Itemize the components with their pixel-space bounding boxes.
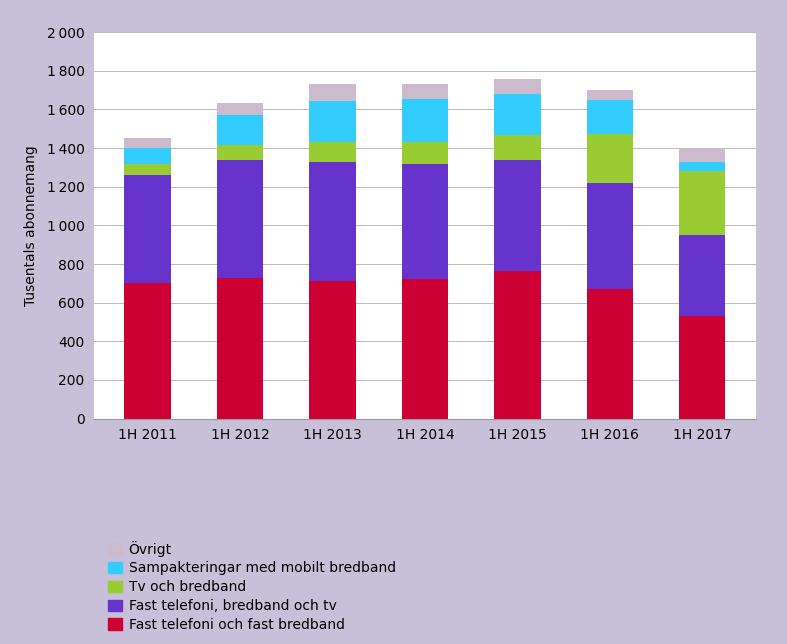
Bar <box>679 235 726 316</box>
Bar <box>124 175 171 283</box>
Bar <box>679 171 726 235</box>
Bar <box>124 164 171 175</box>
Bar <box>217 103 263 115</box>
Bar <box>309 84 356 101</box>
Bar <box>217 146 263 160</box>
Bar <box>587 134 633 183</box>
Bar <box>679 148 726 162</box>
Bar <box>587 289 633 419</box>
Y-axis label: Tusentals abonnemang: Tusentals abonnemang <box>24 145 39 306</box>
Bar <box>217 278 263 419</box>
Bar <box>494 135 541 160</box>
Bar <box>679 316 726 419</box>
Legend: Övrigt, Sampakteringar med mobilt bredband, Tv och bredband, Fast telefoni, bred: Övrigt, Sampakteringar med mobilt bredba… <box>102 535 401 638</box>
Bar <box>309 101 356 142</box>
Bar <box>217 160 263 278</box>
Bar <box>402 279 448 419</box>
Bar <box>124 283 171 419</box>
Bar <box>402 99 448 142</box>
Bar <box>679 162 726 171</box>
Bar <box>309 281 356 419</box>
Bar <box>587 183 633 289</box>
Bar <box>587 100 633 134</box>
Bar <box>124 148 171 164</box>
Bar <box>309 142 356 162</box>
Bar <box>402 142 448 164</box>
Bar <box>402 84 448 99</box>
Bar <box>309 162 356 281</box>
Bar <box>587 90 633 100</box>
Bar <box>494 79 541 94</box>
Bar <box>494 160 541 271</box>
Bar <box>494 271 541 419</box>
Bar <box>217 115 263 146</box>
Bar <box>124 138 171 148</box>
Bar <box>494 94 541 135</box>
Bar <box>402 164 448 279</box>
